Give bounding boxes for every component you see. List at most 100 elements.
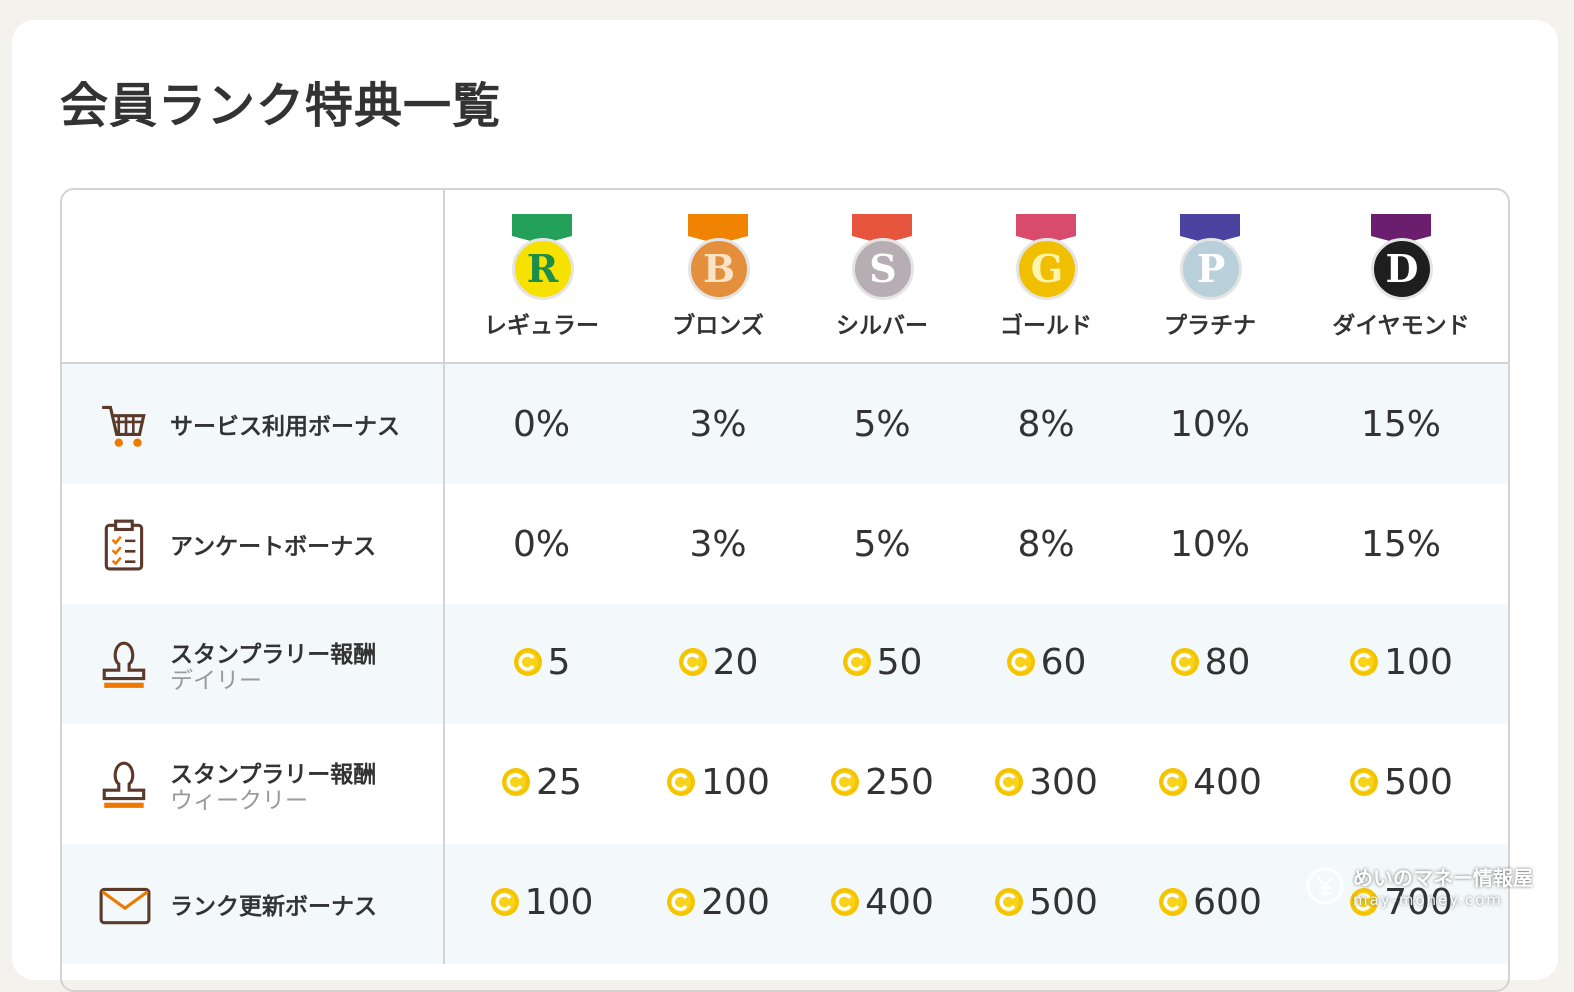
ribbon xyxy=(1016,214,1076,244)
value-text: 25 xyxy=(536,761,582,803)
coin-icon xyxy=(831,888,860,917)
rank-table: R レギュラー B ブロンズ S シルバー G ゴールド P プラチナ D ダイヤモンドサービス利用ボ… xyxy=(60,188,1510,992)
value-cell: 3% xyxy=(638,363,798,484)
rank-name: プラチナ xyxy=(1164,313,1256,339)
value-text: 400 xyxy=(865,881,934,923)
watermark: めいのマネー情報屋 may-money.com xyxy=(1305,862,1533,909)
coin-icon xyxy=(1350,768,1379,797)
coin-icon xyxy=(1350,888,1379,917)
value-cell: 200 xyxy=(638,844,798,964)
value: 15% xyxy=(1361,524,1441,565)
value: 3% xyxy=(689,404,746,445)
value-cell: 25 xyxy=(444,724,638,844)
benefit-row: スタンプラリー報酬 ウィークリー 25 100 250 300 400 500 xyxy=(62,724,1508,844)
watermark-name: めいのマネー情報屋 xyxy=(1353,866,1533,890)
value-text: 20 xyxy=(712,641,759,683)
ribbon xyxy=(1371,214,1431,244)
coin-icon xyxy=(995,888,1024,917)
value: 400 xyxy=(830,882,934,923)
rank-name: レギュラー xyxy=(484,313,599,339)
coin-icon xyxy=(1350,648,1379,677)
medal-letter: G xyxy=(1016,238,1078,300)
watermark-url: may-money.com xyxy=(1353,891,1503,909)
row-label: スタンプラリー報酬 xyxy=(170,762,377,788)
value-cell: 400 xyxy=(1126,724,1294,844)
value: 80 xyxy=(1170,642,1250,683)
coin-icon xyxy=(1006,648,1035,677)
rank-cell: D ダイヤモンド xyxy=(1294,190,1508,364)
value-text: 200 xyxy=(701,881,770,923)
value: 700 xyxy=(1349,882,1453,923)
rank-name: シルバー xyxy=(836,313,928,339)
value-text: 700 xyxy=(1384,881,1453,923)
coin-icon xyxy=(995,768,1024,797)
row-label: サービス利用ボーナス xyxy=(170,414,400,440)
value-text: 3% xyxy=(689,403,747,445)
row-sublabel: デイリー xyxy=(170,668,262,694)
value: 20 xyxy=(678,641,759,683)
medal-letter: S xyxy=(852,238,914,300)
value-cell: 500 xyxy=(1294,724,1508,844)
label-cell: スタンプラリー報酬 ウィークリー xyxy=(62,724,445,844)
value: 60 xyxy=(1006,642,1086,683)
rank-cell: P プラチナ xyxy=(1126,190,1294,364)
value: 5% xyxy=(853,524,910,565)
value: 100 xyxy=(490,882,593,923)
value-text: 300 xyxy=(1029,761,1098,803)
value-text: 3% xyxy=(689,523,747,565)
medal: S xyxy=(847,214,917,304)
value-text: 500 xyxy=(1384,761,1453,803)
medal: G xyxy=(1011,214,1081,304)
value-text: 8% xyxy=(1017,523,1075,565)
benefit-row: サービス利用ボーナス 0% 3% 5% 8% 10% 15% xyxy=(62,363,1508,484)
value-cell: 100 xyxy=(444,844,638,964)
label-cell: スタンプラリー報酬 デイリー xyxy=(62,604,445,724)
medal: R xyxy=(507,214,577,304)
label: サービス利用ボーナス xyxy=(62,397,443,451)
value-cell: 100 xyxy=(1294,604,1508,724)
page: 会員ランク特典一覧 R レギュラー B ブロンズ S シルバー G ゴールド P プラチナ D ダイヤ… xyxy=(12,20,1558,992)
rank-cell: B ブロンズ xyxy=(638,190,798,364)
value-cell: 5% xyxy=(798,484,966,604)
label-text: アンケートボーナス xyxy=(170,527,376,561)
value-cell: 100 xyxy=(638,724,798,844)
label-cell: ランク更新ボーナス xyxy=(62,844,445,964)
value: 5 xyxy=(513,642,570,683)
value-text: 15% xyxy=(1360,523,1441,565)
header-row: R レギュラー B ブロンズ S シルバー G ゴールド P プラチナ D ダイヤモンド xyxy=(62,190,1508,364)
value-text: 100 xyxy=(1384,641,1453,683)
value-text: 0% xyxy=(512,523,571,565)
row-sublabel: ウィークリー xyxy=(170,788,308,814)
coin-icon xyxy=(1170,648,1199,677)
ribbon xyxy=(852,214,912,244)
value-text: 500 xyxy=(1029,881,1098,923)
row-label: アンケートボーナス xyxy=(170,534,377,560)
value-cell: 8% xyxy=(966,363,1126,484)
watermark-logo xyxy=(1306,867,1344,904)
table: R レギュラー B ブロンズ S シルバー G ゴールド P プラチナ D ダイヤモンドサービス利用ボ… xyxy=(62,190,1508,964)
value: 0% xyxy=(513,524,570,565)
row-icon xyxy=(102,761,146,808)
value: 10% xyxy=(1170,524,1250,565)
value: 50 xyxy=(842,642,922,683)
coin-icon xyxy=(513,648,542,677)
value: 8% xyxy=(1017,404,1074,445)
value-cell: 3% xyxy=(638,484,798,604)
medal: P xyxy=(1175,214,1245,304)
value-cell: 15% xyxy=(1294,363,1508,484)
value-text: 10% xyxy=(1169,403,1250,445)
medal: B xyxy=(683,214,753,304)
row-label: スタンプラリー報酬 xyxy=(170,642,377,668)
value-text: 100 xyxy=(701,761,770,803)
rank-cell: G ゴールド xyxy=(966,190,1126,364)
value-cell: 80 xyxy=(1126,604,1294,724)
value: 200 xyxy=(666,882,770,923)
row-icon xyxy=(102,405,146,447)
coin-icon xyxy=(831,768,860,797)
label-cell: サービス利用ボーナス xyxy=(62,363,445,484)
value: 0% xyxy=(513,404,570,445)
medal-letter: D xyxy=(1371,238,1433,300)
value-text: 8% xyxy=(1017,403,1075,445)
coin-icon xyxy=(667,768,696,797)
benefit-row: ランク更新ボーナス 100 200 400 500 600 700 xyxy=(62,844,1508,964)
